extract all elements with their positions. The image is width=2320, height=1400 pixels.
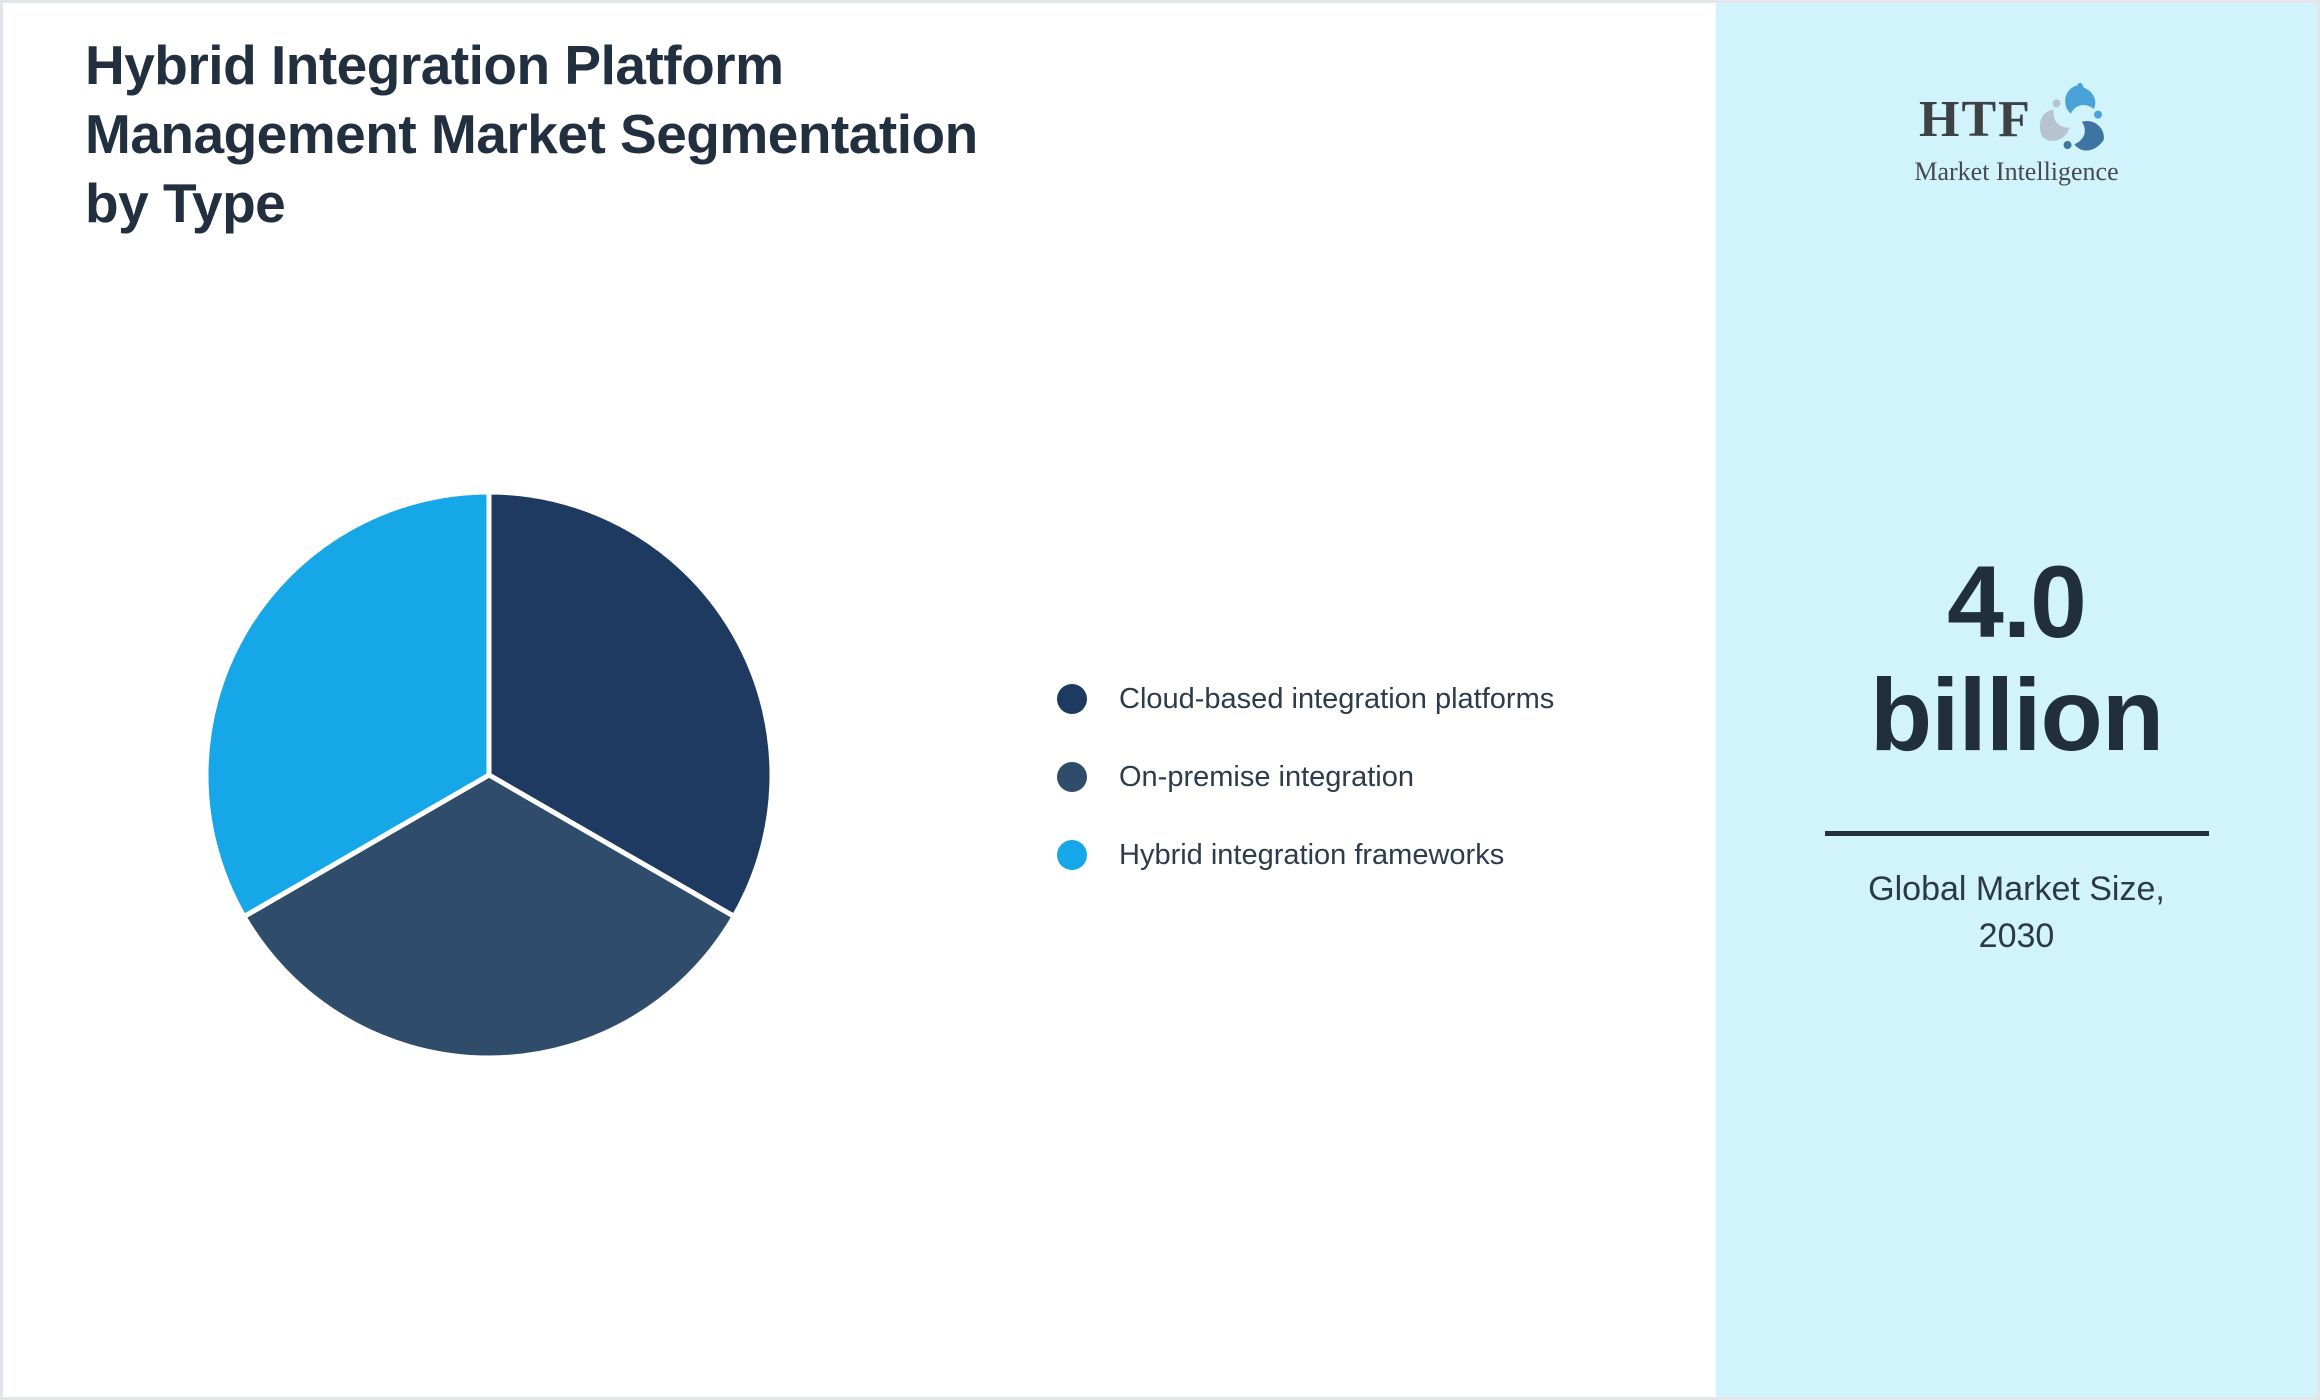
brand-logo-text: HTF <box>1919 91 2032 148</box>
title-line-1: Hybrid Integration Platform <box>85 34 784 96</box>
legend-swatch-cloud-based-icon <box>1057 684 1087 714</box>
caption-line-2: 2030 <box>1978 917 2055 955</box>
legend-item: Hybrid integration frameworks <box>1057 838 1554 871</box>
legend-label: On-premise integration <box>1119 760 1414 793</box>
title-line-3: by Type <box>85 172 286 234</box>
market-size-caption: Global Market Size, 2030 <box>1716 866 2317 960</box>
brand-logo-subtext: Market Intelligence <box>1914 157 2119 186</box>
market-size-unit: billion <box>1869 658 2164 772</box>
brand-logo: HTF Market I <box>1716 82 2317 187</box>
pie-slice <box>203 489 492 920</box>
pie-slice <box>241 772 737 1061</box>
legend-item: Cloud-based integration platforms <box>1057 682 1555 715</box>
side-panel: HTF Market I <box>1716 3 2317 1397</box>
pie-slice <box>486 489 775 919</box>
caption-line-1: Global Market Size, <box>1868 870 2165 908</box>
logo-swirl-icon <box>2039 82 2104 151</box>
market-size-value: 4.0 <box>1947 545 2087 659</box>
market-size-block: 4.0 billion Global Market Size, 2030 <box>1716 546 2317 960</box>
legend-swatch-on-premise-icon <box>1057 762 1087 792</box>
legend-label: Cloud-based integration platforms <box>1119 682 1555 715</box>
title-line-2: Management Market Segmentation <box>85 103 978 165</box>
legend-label: Hybrid integration frameworks <box>1119 838 1505 871</box>
brand-logo-row: HTF <box>1919 82 2114 161</box>
page-title: Hybrid Integration Platform Management M… <box>85 31 1125 238</box>
divider <box>1824 831 2209 836</box>
legend-item: On-premise integration <box>1057 760 1554 793</box>
legend: Cloud-based integration platforms On-pre… <box>1057 682 1555 918</box>
legend-swatch-hybrid-icon <box>1057 840 1087 870</box>
pie-chart <box>203 489 775 1061</box>
